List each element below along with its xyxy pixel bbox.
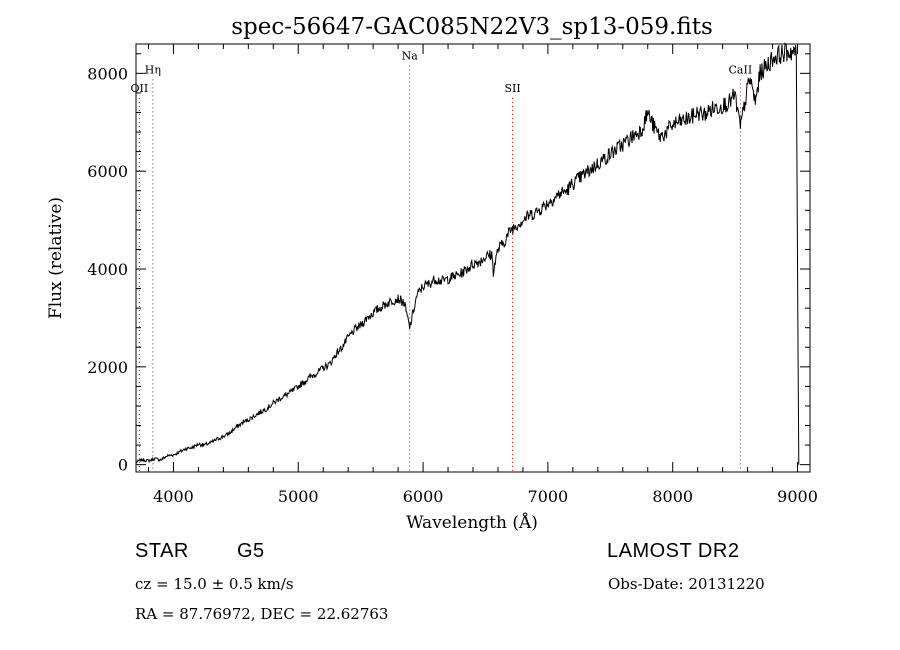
y-tick-label: 2000 (87, 358, 128, 377)
spectral-line-label-2: Na (402, 50, 419, 63)
x-tick-label: 9000 (777, 487, 818, 506)
y-tick-label: 0 (118, 456, 128, 475)
x-tick-label: 5000 (278, 487, 319, 506)
axis-ticks: 4000 5000 6000 7000 8000 9000 0 2000 4000 6000 800… (87, 44, 818, 506)
survey-name: LAMOST DR2 (607, 540, 740, 562)
spectrum-line (135, 42, 800, 465)
spectral-line-label-0: Hη (145, 63, 161, 76)
x-tick-label: 7000 (528, 487, 569, 506)
x-axis-label: Wavelength (Å) (406, 512, 538, 533)
chart-title: spec-56647-GAC085N22V3_sp13-059.fits (231, 14, 713, 40)
y-axis-label: Flux (relative) (46, 197, 66, 319)
coordinates: RA = 87.76972, DEC = 22.62763 (135, 605, 389, 623)
x-tick-label: 8000 (652, 487, 693, 506)
y-tick-label: 6000 (87, 162, 128, 181)
object-class: STAR (135, 540, 189, 562)
spectral-line-label-1: OII (131, 82, 149, 95)
x-tick-label: 6000 (403, 487, 444, 506)
redshift-cz: cz = 15.0 ± 0.5 km/s (135, 575, 294, 593)
spectral-line-label-4: CaII (729, 63, 753, 76)
x-tick-label: 4000 (153, 487, 194, 506)
y-tick-label: 8000 (87, 64, 128, 83)
spectral-line-markers: Hη OII Na SII CaII (131, 50, 753, 472)
y-tick-label: 4000 (87, 260, 128, 279)
spectral-line-label-3: SII (504, 82, 520, 95)
observation-date: Obs-Date: 20131220 (608, 575, 765, 593)
object-subclass: G5 (237, 540, 265, 562)
